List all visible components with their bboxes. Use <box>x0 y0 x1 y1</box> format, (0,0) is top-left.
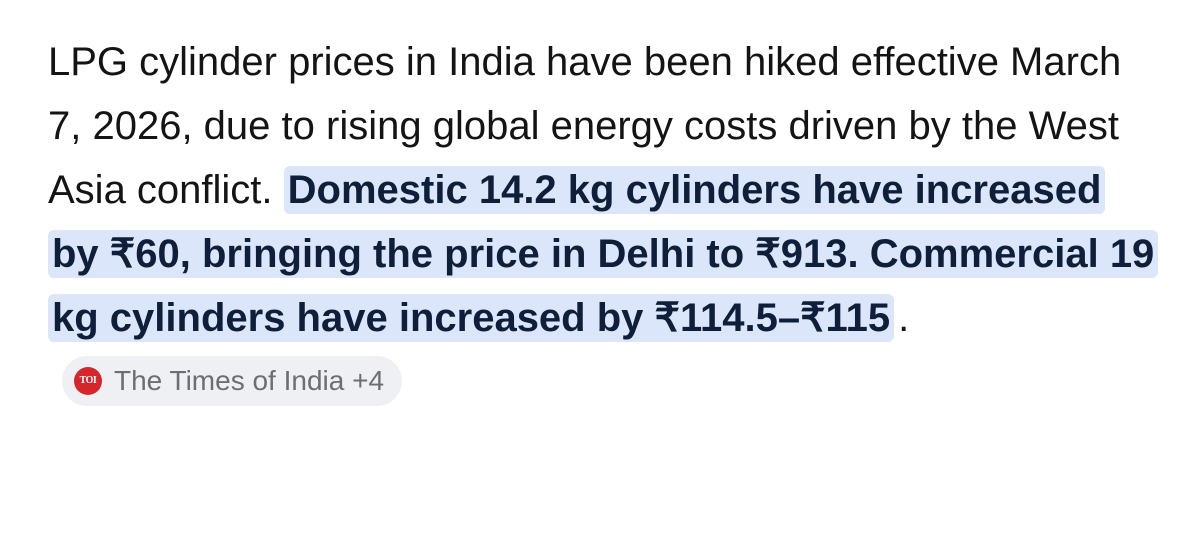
answer-paragraph: LPG cylinder prices in India have been h… <box>48 30 1159 414</box>
source-chip-label: The Times of India +4 <box>114 365 385 397</box>
source-citation-chip[interactable]: TOI The Times of India +4 <box>62 356 403 407</box>
toi-logo-icon: TOI <box>74 367 102 396</box>
answer-intro-text: LPG cylinder prices in India have been h… <box>48 40 1122 212</box>
sentence-period: . <box>898 296 910 340</box>
